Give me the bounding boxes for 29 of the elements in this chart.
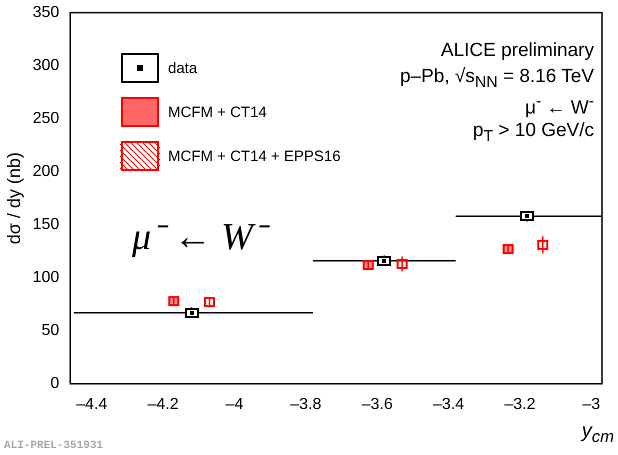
x-tick-label: –4 [226, 396, 244, 413]
annotation: μ$^{-}$ ← W$^{-}$ [524, 93, 594, 120]
y-tick-label: 50 [42, 322, 60, 340]
annotation: p–Pb, √s$_{NN}$ = 8.16 TeV [400, 66, 594, 92]
legend-label: MCFM + CT14 [168, 104, 267, 120]
point [396, 258, 408, 269]
x-tick-label: –3.2 [504, 396, 536, 413]
y-tick-label: 150 [32, 216, 60, 234]
annotation: p$_{T}$ > 10 GeV/c [472, 120, 594, 146]
x-tick-label: –4.2 [148, 396, 179, 413]
x-tick-label: –3.4 [432, 396, 464, 413]
x-tick-label: –3.6 [362, 396, 393, 413]
legend-label: data [168, 60, 198, 76]
x-tick-label: –3.8 [290, 396, 322, 413]
y-tick-label: 350 [32, 4, 60, 22]
point [537, 240, 548, 250]
y-tick-label: 250 [32, 110, 60, 128]
y-tick-label: 200 [32, 163, 60, 180]
annotation: ALICE preliminary [440, 40, 594, 62]
y-tick-label: 100 [32, 269, 60, 286]
point [204, 297, 215, 308]
x-axis-title: y$_{cm}$ [582, 420, 614, 447]
y-axis-title: dσ / dy (nb) [4, 152, 24, 244]
x-tick-label: –4.4 [76, 396, 108, 413]
text: ALI-PREL-351931 [4, 440, 104, 452]
y-tick-label: 0 [50, 375, 60, 392]
y-tick-label: 300 [32, 57, 60, 74]
x-tick-label: –3 [582, 396, 600, 413]
legend-label: MCFM + CT14 + EPPS16 [168, 148, 341, 164]
